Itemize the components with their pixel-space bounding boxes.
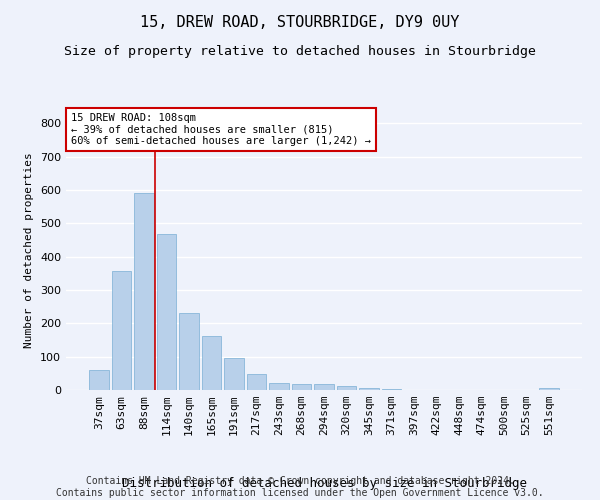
Text: 15, DREW ROAD, STOURBRIDGE, DY9 0UY: 15, DREW ROAD, STOURBRIDGE, DY9 0UY bbox=[140, 15, 460, 30]
Bar bbox=[337, 386, 356, 390]
Bar bbox=[224, 358, 244, 390]
Bar bbox=[157, 234, 176, 390]
Bar bbox=[539, 388, 559, 390]
Bar bbox=[247, 374, 266, 390]
Bar bbox=[202, 336, 221, 390]
Bar bbox=[314, 384, 334, 390]
Bar bbox=[292, 384, 311, 390]
X-axis label: Distribution of detached houses by size in Stourbridge: Distribution of detached houses by size … bbox=[121, 477, 527, 490]
Y-axis label: Number of detached properties: Number of detached properties bbox=[25, 152, 34, 348]
Bar bbox=[89, 370, 109, 390]
Bar bbox=[359, 388, 379, 390]
Bar bbox=[112, 270, 131, 390]
Bar bbox=[269, 382, 289, 390]
Bar bbox=[179, 312, 199, 390]
Text: Contains HM Land Registry data © Crown copyright and database right 2024.
Contai: Contains HM Land Registry data © Crown c… bbox=[56, 476, 544, 498]
Text: 15 DREW ROAD: 108sqm
← 39% of detached houses are smaller (815)
60% of semi-deta: 15 DREW ROAD: 108sqm ← 39% of detached h… bbox=[71, 113, 371, 146]
Bar bbox=[134, 194, 154, 390]
Text: Size of property relative to detached houses in Stourbridge: Size of property relative to detached ho… bbox=[64, 45, 536, 58]
